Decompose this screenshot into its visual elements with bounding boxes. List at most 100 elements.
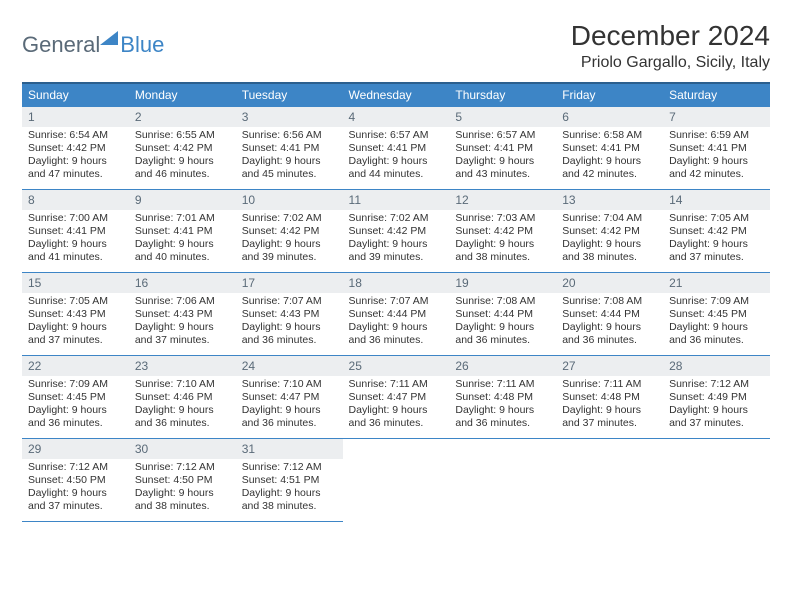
day-line-sr: Sunrise: 6:55 AM [135,129,230,142]
day-number: 1 [22,107,129,127]
weekday-header: Tuesday [236,83,343,107]
day-details: Sunrise: 7:10 AMSunset: 4:47 PMDaylight:… [236,376,343,438]
day-number: 21 [663,273,770,293]
day-details: Sunrise: 7:11 AMSunset: 4:48 PMDaylight:… [556,376,663,438]
day-details: Sunrise: 7:12 AMSunset: 4:49 PMDaylight:… [663,376,770,438]
day-line-ss: Sunset: 4:41 PM [349,142,444,155]
day-number: 7 [663,107,770,127]
calendar-day-cell: 17Sunrise: 7:07 AMSunset: 4:43 PMDayligh… [236,273,343,356]
day-line-ss: Sunset: 4:42 PM [28,142,123,155]
month-title: December 2024 [571,20,770,52]
day-number: 26 [449,356,556,376]
day-details: Sunrise: 6:59 AMSunset: 4:41 PMDaylight:… [663,127,770,189]
header: General Blue December 2024 Priolo Gargal… [22,20,770,72]
calendar-day-cell [343,439,450,522]
day-line-d2: and 36 minutes. [669,334,764,347]
day-details: Sunrise: 6:55 AMSunset: 4:42 PMDaylight:… [129,127,236,189]
day-line-sr: Sunrise: 6:56 AM [242,129,337,142]
day-line-ss: Sunset: 4:46 PM [135,391,230,404]
day-line-d2: and 36 minutes. [349,334,444,347]
day-line-d1: Daylight: 9 hours [562,155,657,168]
day-line-d2: and 39 minutes. [242,251,337,264]
day-line-sr: Sunrise: 7:07 AM [349,295,444,308]
day-line-sr: Sunrise: 7:10 AM [242,378,337,391]
calendar-day-cell: 10Sunrise: 7:02 AMSunset: 4:42 PMDayligh… [236,190,343,273]
day-line-sr: Sunrise: 6:57 AM [349,129,444,142]
day-line-ss: Sunset: 4:50 PM [28,474,123,487]
day-details: Sunrise: 7:02 AMSunset: 4:42 PMDaylight:… [343,210,450,272]
calendar-day-cell: 23Sunrise: 7:10 AMSunset: 4:46 PMDayligh… [129,356,236,439]
day-line-ss: Sunset: 4:41 PM [455,142,550,155]
day-line-ss: Sunset: 4:51 PM [242,474,337,487]
day-details: Sunrise: 7:12 AMSunset: 4:51 PMDaylight:… [236,459,343,521]
day-number: 18 [343,273,450,293]
day-line-sr: Sunrise: 6:54 AM [28,129,123,142]
day-line-sr: Sunrise: 7:08 AM [455,295,550,308]
day-line-ss: Sunset: 4:41 PM [135,225,230,238]
day-line-sr: Sunrise: 7:12 AM [242,461,337,474]
day-details: Sunrise: 7:08 AMSunset: 4:44 PMDaylight:… [556,293,663,355]
day-line-d1: Daylight: 9 hours [455,155,550,168]
calendar-day-cell: 18Sunrise: 7:07 AMSunset: 4:44 PMDayligh… [343,273,450,356]
calendar-day-cell: 6Sunrise: 6:58 AMSunset: 4:41 PMDaylight… [556,107,663,190]
calendar-day-cell: 29Sunrise: 7:12 AMSunset: 4:50 PMDayligh… [22,439,129,522]
day-line-sr: Sunrise: 7:07 AM [242,295,337,308]
day-line-d2: and 38 minutes. [135,500,230,513]
day-line-ss: Sunset: 4:44 PM [349,308,444,321]
calendar-day-cell: 26Sunrise: 7:11 AMSunset: 4:48 PMDayligh… [449,356,556,439]
day-line-sr: Sunrise: 7:08 AM [562,295,657,308]
weekday-header: Saturday [663,83,770,107]
day-line-ss: Sunset: 4:44 PM [562,308,657,321]
day-line-d1: Daylight: 9 hours [242,238,337,251]
day-line-d1: Daylight: 9 hours [349,404,444,417]
day-line-ss: Sunset: 4:44 PM [455,308,550,321]
day-number: 27 [556,356,663,376]
day-line-ss: Sunset: 4:43 PM [242,308,337,321]
calendar-day-cell: 14Sunrise: 7:05 AMSunset: 4:42 PMDayligh… [663,190,770,273]
day-line-d2: and 36 minutes. [349,417,444,430]
calendar-day-cell: 15Sunrise: 7:05 AMSunset: 4:43 PMDayligh… [22,273,129,356]
day-details: Sunrise: 6:57 AMSunset: 4:41 PMDaylight:… [449,127,556,189]
day-details: Sunrise: 6:54 AMSunset: 4:42 PMDaylight:… [22,127,129,189]
calendar-day-cell [663,439,770,522]
day-line-sr: Sunrise: 7:05 AM [28,295,123,308]
day-number: 19 [449,273,556,293]
day-line-d2: and 36 minutes. [455,334,550,347]
day-line-d1: Daylight: 9 hours [28,487,123,500]
day-line-d2: and 42 minutes. [669,168,764,181]
day-details: Sunrise: 7:00 AMSunset: 4:41 PMDaylight:… [22,210,129,272]
day-line-d2: and 36 minutes. [562,334,657,347]
day-line-sr: Sunrise: 7:12 AM [135,461,230,474]
day-details: Sunrise: 7:05 AMSunset: 4:42 PMDaylight:… [663,210,770,272]
day-line-d1: Daylight: 9 hours [28,321,123,334]
calendar-day-cell: 25Sunrise: 7:11 AMSunset: 4:47 PMDayligh… [343,356,450,439]
day-line-ss: Sunset: 4:42 PM [669,225,764,238]
calendar-day-cell: 5Sunrise: 6:57 AMSunset: 4:41 PMDaylight… [449,107,556,190]
calendar-day-cell: 24Sunrise: 7:10 AMSunset: 4:47 PMDayligh… [236,356,343,439]
day-line-ss: Sunset: 4:47 PM [242,391,337,404]
day-number: 29 [22,439,129,459]
day-details: Sunrise: 7:10 AMSunset: 4:46 PMDaylight:… [129,376,236,438]
day-line-d1: Daylight: 9 hours [562,404,657,417]
day-line-d1: Daylight: 9 hours [28,238,123,251]
day-line-sr: Sunrise: 6:59 AM [669,129,764,142]
day-line-ss: Sunset: 4:43 PM [135,308,230,321]
calendar-day-cell: 27Sunrise: 7:11 AMSunset: 4:48 PMDayligh… [556,356,663,439]
calendar-day-cell: 31Sunrise: 7:12 AMSunset: 4:51 PMDayligh… [236,439,343,522]
calendar-week-row: 22Sunrise: 7:09 AMSunset: 4:45 PMDayligh… [22,356,770,439]
day-line-sr: Sunrise: 7:11 AM [455,378,550,391]
calendar-day-cell: 30Sunrise: 7:12 AMSunset: 4:50 PMDayligh… [129,439,236,522]
day-line-d1: Daylight: 9 hours [669,404,764,417]
day-number: 5 [449,107,556,127]
day-line-sr: Sunrise: 7:12 AM [669,378,764,391]
day-line-sr: Sunrise: 7:03 AM [455,212,550,225]
day-line-ss: Sunset: 4:48 PM [455,391,550,404]
day-details: Sunrise: 7:07 AMSunset: 4:44 PMDaylight:… [343,293,450,355]
day-line-d1: Daylight: 9 hours [28,404,123,417]
day-details: Sunrise: 6:58 AMSunset: 4:41 PMDaylight:… [556,127,663,189]
day-number: 3 [236,107,343,127]
day-line-d1: Daylight: 9 hours [562,321,657,334]
day-line-d2: and 37 minutes. [669,251,764,264]
day-details: Sunrise: 7:01 AMSunset: 4:41 PMDaylight:… [129,210,236,272]
day-line-ss: Sunset: 4:42 PM [349,225,444,238]
